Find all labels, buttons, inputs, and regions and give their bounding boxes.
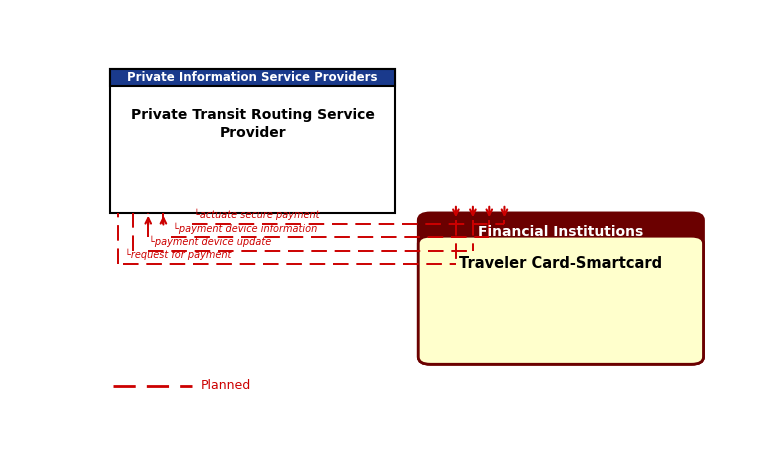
FancyBboxPatch shape (418, 236, 703, 364)
FancyBboxPatch shape (418, 213, 703, 364)
FancyBboxPatch shape (110, 69, 395, 213)
Text: └payment device information: └payment device information (172, 222, 317, 234)
Text: Traveler Card-Smartcard: Traveler Card-Smartcard (460, 256, 662, 271)
Text: Private Transit Routing Service
Provider: Private Transit Routing Service Provider (131, 108, 374, 140)
Text: └actuate secure payment: └actuate secure payment (193, 209, 319, 220)
Text: Financial Institutions: Financial Institutions (478, 225, 644, 239)
FancyBboxPatch shape (110, 69, 395, 86)
Text: └payment device update: └payment device update (150, 236, 272, 247)
Text: Planned: Planned (201, 380, 251, 392)
Text: Private Information Service Providers: Private Information Service Providers (128, 71, 378, 84)
Text: └request for payment: └request for payment (125, 249, 232, 261)
